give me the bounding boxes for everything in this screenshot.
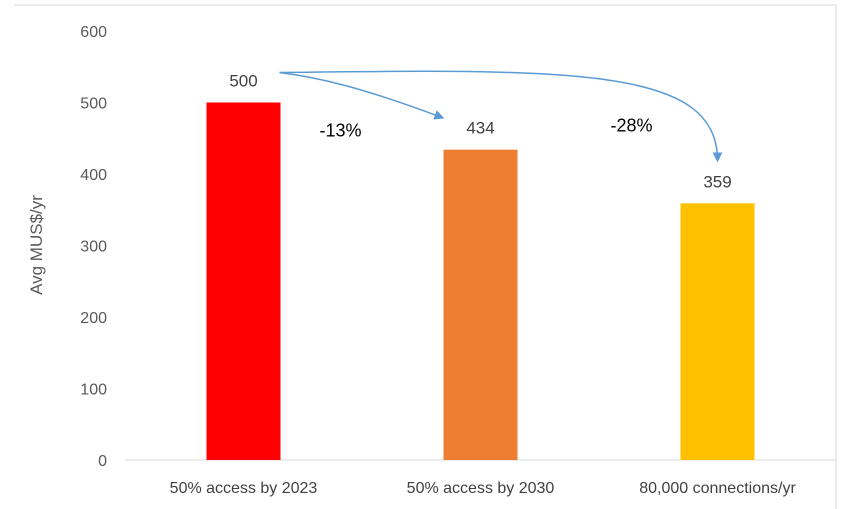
x-axis-categories: 50% access by 2023 50% access by 2030 80,0… <box>170 480 797 497</box>
y-tick-label: 400 <box>80 167 107 184</box>
y-tick-label: 200 <box>80 310 107 327</box>
data-labels: 500 434 359 <box>229 72 731 192</box>
y-axis-label: Avg MUS$/yr <box>27 195 46 295</box>
y-axis: 0 100 200 300 400 500 600 <box>80 24 107 470</box>
x-category-label: 80,000 connections/yr <box>639 480 796 497</box>
change-label: -28% <box>610 115 652 135</box>
y-tick-label: 300 <box>80 239 107 256</box>
bar-value-label: 500 <box>229 72 257 91</box>
y-tick-label: 500 <box>80 96 107 113</box>
x-category-label: 50% access by 2023 <box>170 480 318 497</box>
bar-value-label: 434 <box>466 119 494 138</box>
change-arrow <box>279 71 445 120</box>
y-tick-label: 0 <box>98 453 107 470</box>
y-tick-label: 600 <box>80 24 107 41</box>
bar <box>443 149 518 460</box>
change-annotations: -13% -28% <box>279 70 723 163</box>
bar <box>680 203 755 460</box>
change-label: -13% <box>319 121 361 141</box>
y-tick-label: 100 <box>80 382 107 399</box>
bar-series <box>206 102 755 460</box>
bar-value-label: 359 <box>703 172 731 191</box>
change-arrow <box>279 70 723 163</box>
x-category-label: 50% access by 2030 <box>407 480 555 497</box>
bar <box>206 102 281 460</box>
